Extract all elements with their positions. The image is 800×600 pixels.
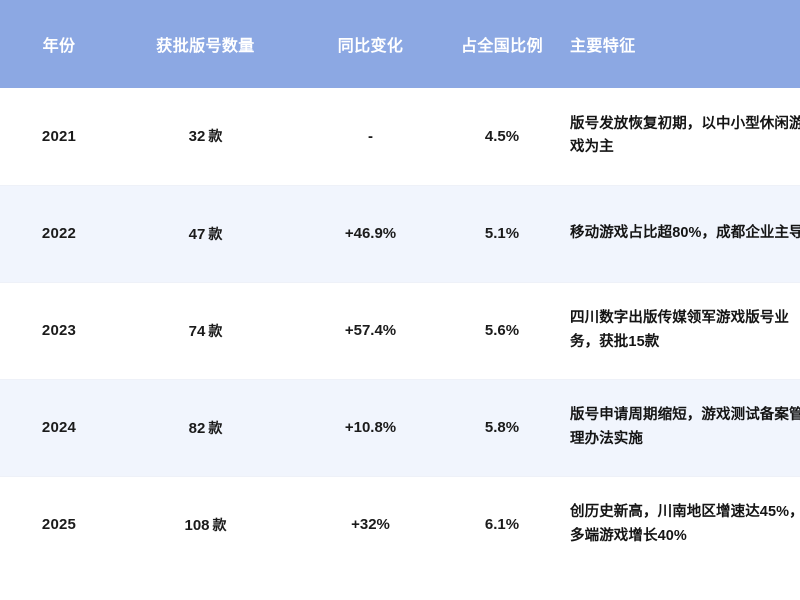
column-header-feature: 主要特征 bbox=[570, 38, 636, 55]
cell-feature: 创历史新高，川南地区增速达45%，多端游戏增长40% bbox=[570, 504, 800, 544]
cell-feature: 版号申请周期缩短，游戏测试备案管理办法实施 bbox=[570, 407, 800, 447]
table-row: 2022 47 款 +46.9% 5.1% 移动游戏占比超80%，成都企业主导 bbox=[0, 185, 800, 282]
cell-count: 32 款 bbox=[118, 88, 293, 185]
cell-count-unit: 款 bbox=[208, 128, 223, 145]
cell-change: - bbox=[368, 127, 373, 145]
cell-change: +46.9% bbox=[344, 225, 397, 242]
cell-change: +32% bbox=[351, 516, 390, 534]
cell-year: 2022 bbox=[41, 225, 77, 242]
cell-count: 47 款 bbox=[118, 185, 293, 282]
table-row: 2025 108 款 +32% 6.1% 创历史新高，川南地区增速达45%，多端游… bbox=[0, 476, 800, 573]
cell-share: 4.5% bbox=[484, 127, 520, 145]
cell-feature: 移动游戏占比超80%，成都企业主导 bbox=[570, 224, 800, 241]
cell-change: +57.4% bbox=[344, 322, 397, 339]
cell-count-number: 74 bbox=[188, 322, 206, 340]
cell-count-number: 47 bbox=[188, 225, 206, 243]
cell-share: 5.6% bbox=[484, 322, 520, 339]
table-row: 2024 82 款 +10.8% 5.8% 版号申请周期缩短，游戏测试备案管理办法… bbox=[0, 379, 800, 476]
cell-year: 2023 bbox=[41, 322, 77, 339]
column-header-share: 占全国比例 bbox=[460, 38, 543, 55]
cell-share: 5.1% bbox=[484, 225, 520, 242]
table-body: 2021 32 款 - 4.5% 版号发放恢复初期，以中小型休闲游戏为主 2022… bbox=[0, 88, 800, 573]
cell-change: +10.8% bbox=[344, 419, 397, 436]
cell-count: 74 款 bbox=[118, 282, 293, 379]
table-header: 年份 获批版号数量 同比变化 占全国比例 主要特征 bbox=[0, 0, 800, 88]
cell-count-number: 108 bbox=[184, 516, 210, 534]
cell-count-unit: 款 bbox=[208, 225, 223, 242]
cell-count-number: 32 bbox=[188, 128, 206, 146]
table-row: 2023 74 款 +57.4% 5.6% 四川数字出版传媒领军游戏版号业务，获批… bbox=[0, 282, 800, 379]
cell-year: 2024 bbox=[41, 419, 77, 436]
column-header-year: 年份 bbox=[42, 38, 76, 55]
cell-count-unit: 款 bbox=[208, 322, 223, 339]
cell-feature: 四川数字出版传媒领军游戏版号业务，获批15款 bbox=[570, 310, 789, 350]
cell-year: 2025 bbox=[41, 516, 77, 534]
table-header-row: 年份 获批版号数量 同比变化 占全国比例 主要特征 bbox=[0, 0, 800, 88]
game-license-table: 年份 获批版号数量 同比变化 占全国比例 主要特征 2021 32 款 - 4.5… bbox=[0, 0, 800, 573]
cell-count-number: 82 bbox=[188, 419, 206, 437]
cell-share: 6.1% bbox=[484, 516, 520, 534]
cell-count-unit: 款 bbox=[208, 419, 223, 436]
table-row: 2021 32 款 - 4.5% 版号发放恢复初期，以中小型休闲游戏为主 bbox=[0, 88, 800, 185]
cell-share: 5.8% bbox=[484, 419, 520, 436]
cell-count-unit: 款 bbox=[212, 516, 227, 533]
cell-count: 82 款 bbox=[118, 379, 293, 476]
column-header-change: 同比变化 bbox=[337, 38, 404, 55]
cell-feature: 版号发放恢复初期，以中小型休闲游戏为主 bbox=[570, 115, 800, 156]
cell-year: 2021 bbox=[41, 127, 77, 145]
column-header-count: 获批版号数量 bbox=[156, 38, 255, 55]
cell-count: 108 款 bbox=[118, 476, 293, 573]
